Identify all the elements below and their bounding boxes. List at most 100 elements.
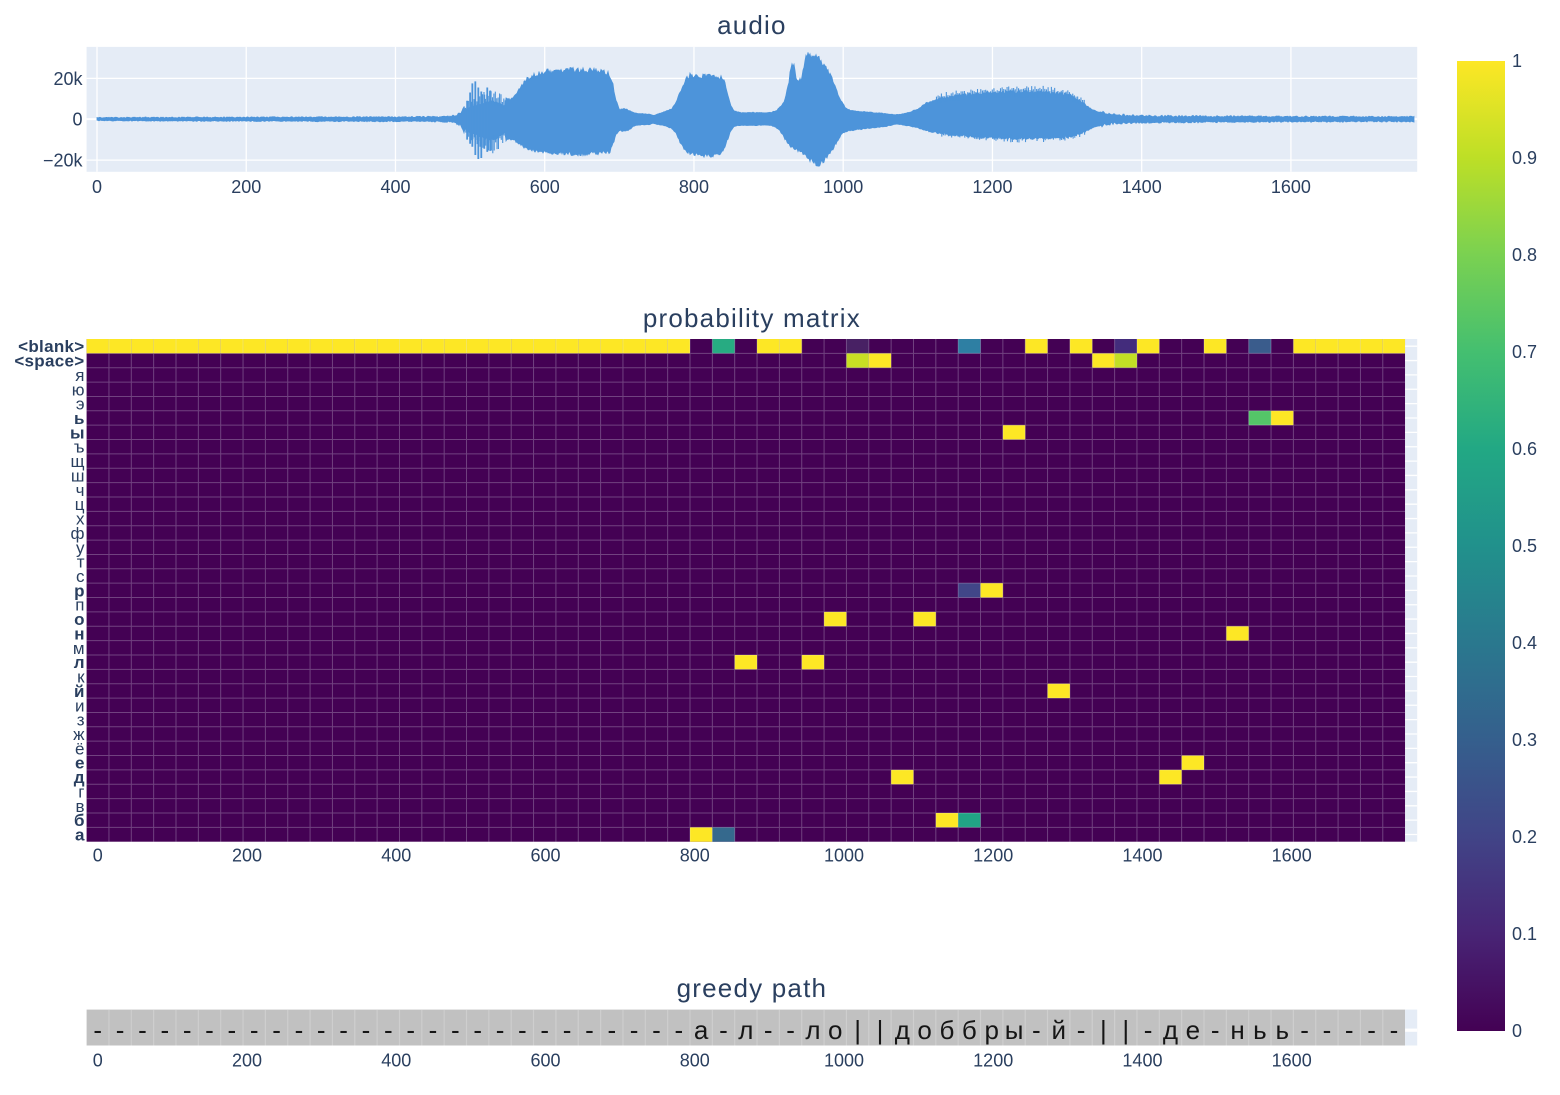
svg-text:ы: ы bbox=[1005, 1015, 1024, 1045]
svg-text:1000: 1000 bbox=[823, 177, 863, 197]
svg-text:д: д bbox=[895, 1015, 910, 1045]
svg-text:800: 800 bbox=[680, 846, 710, 866]
svg-text:-: - bbox=[138, 1015, 147, 1045]
svg-text:т: т bbox=[77, 553, 85, 572]
svg-text:-: - bbox=[93, 1015, 102, 1045]
svg-text:-: - bbox=[429, 1015, 438, 1045]
svg-text:б: б bbox=[74, 811, 85, 830]
svg-text:л: л bbox=[805, 1015, 820, 1045]
svg-text:ь: ь bbox=[74, 409, 84, 428]
svg-text:-: - bbox=[674, 1015, 683, 1045]
svg-text:с: с bbox=[76, 567, 85, 586]
svg-text:-: - bbox=[1367, 1015, 1376, 1045]
svg-text:-: - bbox=[1211, 1015, 1220, 1045]
svg-text:400: 400 bbox=[381, 1051, 411, 1071]
svg-text:к: к bbox=[77, 668, 85, 687]
svg-text:о: о bbox=[917, 1015, 931, 1045]
svg-text:|: | bbox=[1100, 1015, 1107, 1045]
svg-text:н: н bbox=[1230, 1015, 1244, 1045]
svg-text:-: - bbox=[473, 1015, 482, 1045]
svg-text:б: б bbox=[940, 1015, 955, 1045]
svg-text:400: 400 bbox=[380, 177, 410, 197]
svg-text:800: 800 bbox=[680, 1051, 710, 1071]
svg-text:ш: ш bbox=[71, 466, 85, 485]
svg-text:-: - bbox=[451, 1015, 460, 1045]
svg-text:−20k: −20k bbox=[43, 151, 84, 171]
svg-text:400: 400 bbox=[381, 846, 411, 866]
svg-text:-: - bbox=[1390, 1015, 1399, 1045]
svg-text:-: - bbox=[1345, 1015, 1354, 1045]
svg-text:щ: щ bbox=[71, 452, 85, 471]
svg-text:0: 0 bbox=[72, 110, 82, 130]
svg-text:-: - bbox=[272, 1015, 281, 1045]
svg-text:-: - bbox=[1144, 1015, 1153, 1045]
svg-text:-: - bbox=[116, 1015, 125, 1045]
svg-text:1400: 1400 bbox=[1122, 846, 1162, 866]
svg-text:1600: 1600 bbox=[1272, 1051, 1312, 1071]
svg-text:х: х bbox=[76, 510, 85, 529]
svg-text:н: н bbox=[74, 624, 84, 643]
svg-text:-: - bbox=[183, 1015, 192, 1045]
svg-text:л: л bbox=[74, 653, 85, 672]
svg-text:0: 0 bbox=[92, 177, 102, 197]
svg-text:1400: 1400 bbox=[1122, 1051, 1162, 1071]
svg-text:-: - bbox=[786, 1015, 795, 1045]
svg-text:р: р bbox=[74, 581, 84, 600]
svg-text:-: - bbox=[339, 1015, 348, 1045]
svg-text:1600: 1600 bbox=[1272, 846, 1312, 866]
svg-text:ж: ж bbox=[73, 725, 85, 744]
svg-text:-: - bbox=[652, 1015, 661, 1045]
svg-text:-: - bbox=[719, 1015, 728, 1045]
svg-text:probability matrix: probability matrix bbox=[643, 303, 861, 333]
svg-text:-: - bbox=[585, 1015, 594, 1045]
svg-text:а: а bbox=[694, 1015, 709, 1045]
svg-text:р: р bbox=[984, 1015, 998, 1045]
svg-text:-: - bbox=[1300, 1015, 1309, 1045]
svg-text:-: - bbox=[1323, 1015, 1332, 1045]
svg-text:200: 200 bbox=[231, 177, 261, 197]
svg-text:ь: ь bbox=[1275, 1015, 1289, 1045]
svg-text:1200: 1200 bbox=[973, 846, 1013, 866]
svg-text:1200: 1200 bbox=[972, 177, 1012, 197]
svg-text:ъ: ъ bbox=[74, 438, 85, 457]
svg-text:ц: ц bbox=[75, 495, 85, 514]
svg-text:я: я bbox=[75, 366, 84, 385]
svg-text:|: | bbox=[877, 1015, 884, 1045]
svg-text:|: | bbox=[1122, 1015, 1129, 1045]
svg-text:е: е bbox=[75, 754, 84, 773]
svg-text:<space>: <space> bbox=[14, 352, 84, 371]
svg-text:и: и bbox=[75, 696, 85, 715]
svg-text:-: - bbox=[228, 1015, 237, 1045]
svg-text:600: 600 bbox=[530, 1051, 560, 1071]
svg-text:0: 0 bbox=[93, 1051, 103, 1071]
svg-text:-: - bbox=[295, 1015, 304, 1045]
svg-text:-: - bbox=[496, 1015, 505, 1045]
svg-text:-: - bbox=[384, 1015, 393, 1045]
svg-text:200: 200 bbox=[232, 1051, 262, 1071]
svg-text:1400: 1400 bbox=[1122, 177, 1162, 197]
svg-text:п: п bbox=[75, 596, 84, 615]
svg-text:200: 200 bbox=[232, 846, 262, 866]
svg-text:600: 600 bbox=[530, 846, 560, 866]
svg-text:ё: ё bbox=[75, 739, 84, 758]
svg-text:э: э bbox=[76, 395, 85, 414]
svg-text:-: - bbox=[563, 1015, 572, 1045]
svg-text:г: г bbox=[78, 782, 84, 801]
svg-text:1600: 1600 bbox=[1271, 177, 1311, 197]
svg-text:л: л bbox=[738, 1015, 753, 1045]
svg-text:800: 800 bbox=[679, 177, 709, 197]
svg-text:<blank>: <blank> bbox=[18, 337, 84, 356]
svg-text:-: - bbox=[1032, 1015, 1041, 1045]
svg-text:-: - bbox=[518, 1015, 527, 1045]
svg-text:-: - bbox=[205, 1015, 214, 1045]
svg-text:|: | bbox=[854, 1015, 861, 1045]
svg-text:ю: ю bbox=[72, 380, 85, 399]
svg-text:-: - bbox=[160, 1015, 169, 1045]
svg-text:ы: ы bbox=[70, 423, 85, 442]
svg-text:-: - bbox=[540, 1015, 549, 1045]
svg-text:1000: 1000 bbox=[824, 846, 864, 866]
svg-text:о: о bbox=[828, 1015, 842, 1045]
svg-text:м: м bbox=[73, 639, 85, 658]
svg-text:-: - bbox=[1077, 1015, 1086, 1045]
svg-text:20k: 20k bbox=[53, 69, 83, 89]
